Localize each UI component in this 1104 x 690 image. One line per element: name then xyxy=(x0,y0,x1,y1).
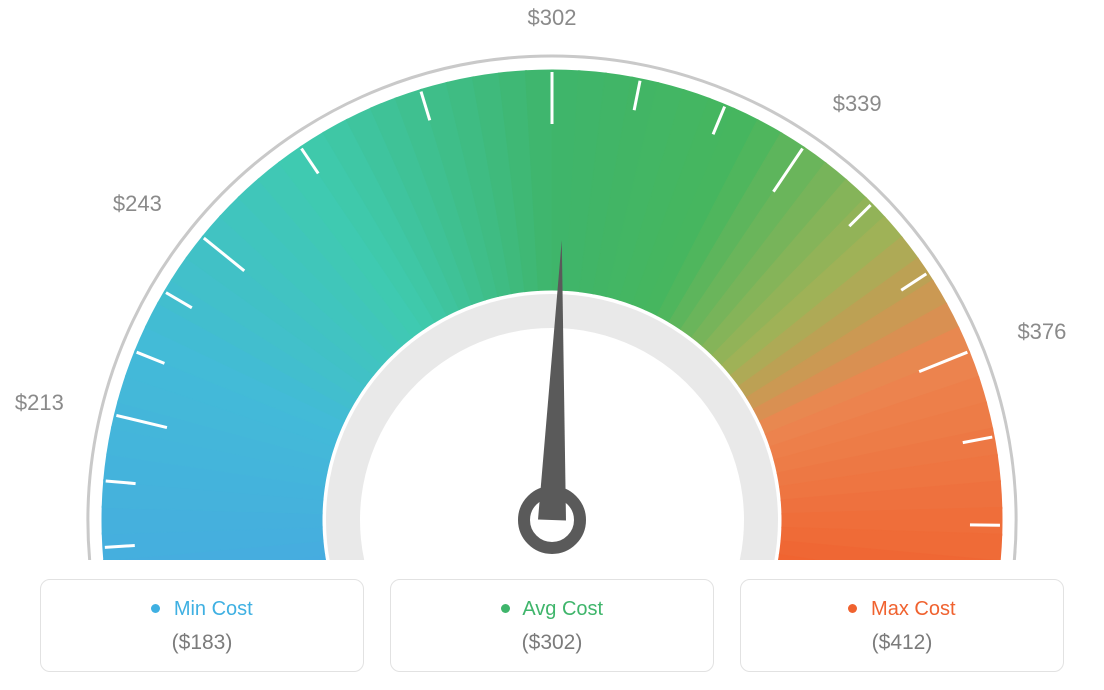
svg-text:$243: $243 xyxy=(113,191,162,216)
legend-avg-title: Avg Cost xyxy=(522,598,603,620)
legend-max-title: Max Cost xyxy=(871,598,955,620)
legend-card-avg: Avg Cost ($302) xyxy=(390,579,714,672)
legend-min-value: ($183) xyxy=(51,631,353,655)
legend-max-title-wrap: Max Cost xyxy=(751,598,1053,621)
legend-avg-value: ($302) xyxy=(401,631,703,655)
legend-card-min: Min Cost ($183) xyxy=(40,579,364,672)
dot-icon xyxy=(848,604,857,613)
gauge-svg: $183$213$243$302$339$376$412 xyxy=(0,0,1104,560)
cost-gauge-container: $183$213$243$302$339$376$412 Min Cost ($… xyxy=(0,0,1104,690)
legend-card-max: Max Cost ($412) xyxy=(740,579,1064,672)
legend-row: Min Cost ($183) Avg Cost ($302) Max Cost… xyxy=(40,579,1064,672)
legend-avg-title-wrap: Avg Cost xyxy=(401,598,703,621)
dot-icon xyxy=(501,604,510,613)
svg-text:$339: $339 xyxy=(833,91,882,116)
svg-text:$376: $376 xyxy=(1017,319,1066,344)
legend-max-value: ($412) xyxy=(751,631,1053,655)
legend-min-title-wrap: Min Cost xyxy=(51,598,353,621)
gauge-chart: $183$213$243$302$339$376$412 xyxy=(0,0,1104,560)
legend-min-title: Min Cost xyxy=(174,598,253,620)
svg-text:$302: $302 xyxy=(528,5,577,30)
dot-icon xyxy=(151,604,160,613)
svg-text:$213: $213 xyxy=(15,390,64,415)
